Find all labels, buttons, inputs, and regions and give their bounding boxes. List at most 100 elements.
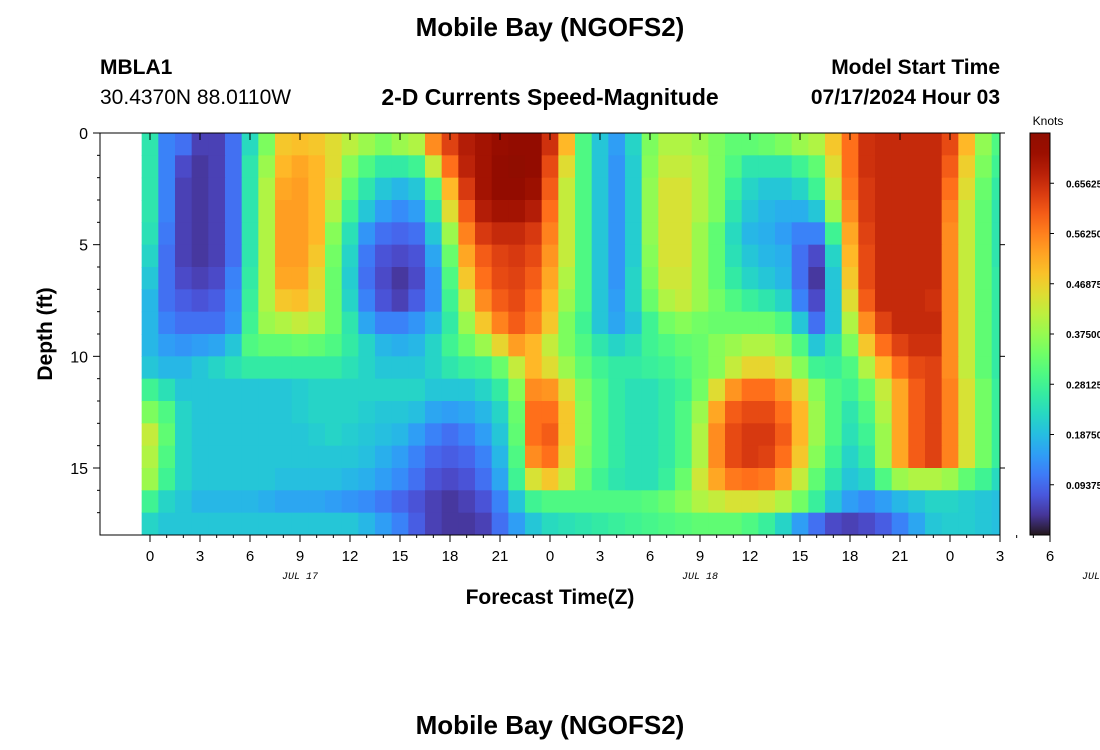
heatmap-cell [325, 289, 343, 313]
heatmap-cell [508, 133, 526, 156]
x-tick-label: 9 [696, 548, 704, 565]
heatmap-cell [391, 401, 409, 424]
heatmap-cell [258, 289, 276, 313]
heatmap-cell [808, 244, 826, 268]
heatmap-cell [208, 155, 226, 179]
heatmap-cell [891, 222, 909, 246]
heatmap-cell [825, 133, 843, 156]
heatmap-cell [475, 512, 493, 535]
heatmap-cell [191, 401, 209, 424]
heatmap-cell [558, 177, 576, 201]
heatmap-cell [875, 423, 893, 447]
heatmap-cell [658, 133, 676, 156]
heatmap-cell [558, 222, 576, 246]
heatmap-cell [491, 401, 509, 424]
heatmap-cell [475, 267, 493, 290]
heatmap-cell [258, 200, 276, 223]
heatmap-cell [841, 267, 859, 290]
heatmap-cell [691, 311, 709, 335]
heatmap-cell [275, 177, 293, 201]
heatmap-cell [625, 222, 643, 246]
heatmap-cell [1008, 513, 1025, 536]
heatmap-cell [625, 267, 643, 290]
heatmap-cell [341, 133, 359, 156]
heatmap-cell [525, 133, 543, 156]
heatmap-cell [891, 512, 909, 535]
heatmap-cell [991, 378, 1000, 402]
heatmap-cell [725, 423, 743, 447]
heatmap-cell [308, 267, 326, 290]
heatmap-cell [741, 356, 759, 380]
y-tick-label: 10 [70, 349, 88, 366]
heatmap-cell [975, 423, 993, 447]
heatmap-cell [408, 311, 426, 335]
heatmap-cell [208, 356, 226, 380]
heatmap-cell [758, 512, 776, 535]
heatmap-cell [791, 490, 809, 514]
heatmap-cell [808, 334, 826, 357]
heatmap-cell [841, 423, 859, 447]
heatmap-cell [141, 155, 159, 179]
heatmap-cell [991, 468, 1000, 491]
heatmap-cell [158, 177, 176, 201]
heatmap-cell [758, 445, 776, 469]
heatmap-cell [941, 267, 959, 290]
heatmap-cell [825, 334, 843, 357]
heatmap-cell [358, 356, 376, 380]
heatmap-cell [708, 401, 726, 424]
heatmap-cell [175, 445, 193, 469]
heatmap-cell [825, 468, 843, 491]
heatmap-cell [241, 311, 259, 335]
heatmap-cell [975, 177, 993, 201]
heatmap-cell [325, 155, 343, 179]
heatmap-cell [225, 378, 243, 402]
heatmap-cell [208, 244, 226, 268]
heatmap-cell [508, 378, 526, 402]
heatmap-cell [608, 468, 626, 491]
heatmap-cell [441, 244, 459, 268]
heatmap-cell [508, 356, 526, 380]
heatmap-cell [225, 423, 243, 447]
heatmap-cell [875, 155, 893, 179]
heatmap-cell [341, 267, 359, 290]
heatmap-cell [791, 289, 809, 313]
heatmap-cell [191, 356, 209, 380]
heatmap-cell [691, 267, 709, 290]
heatmap-cell [708, 289, 726, 313]
heatmap-cell [508, 468, 526, 491]
heatmap-cell [291, 490, 309, 514]
heatmap-cell [958, 289, 976, 313]
heatmap-cell [991, 289, 1000, 313]
heatmap-cell [341, 445, 359, 469]
heatmap-cell [358, 177, 376, 201]
heatmap-cell [141, 289, 159, 313]
heatmap-cell [741, 490, 759, 514]
heatmap-cell [808, 490, 826, 514]
x-tick-label: 12 [342, 548, 359, 565]
heatmap-cell [608, 267, 626, 290]
heatmap-cell [541, 401, 559, 424]
heatmap-cell [158, 222, 176, 246]
heatmap-cell [908, 267, 926, 290]
heatmap-cell [308, 512, 326, 535]
heatmap-cell [1008, 133, 1025, 156]
heatmap-cell [591, 311, 609, 335]
heatmap-cell [575, 200, 593, 223]
heatmap-cell [741, 289, 759, 313]
heatmap-cell [308, 222, 326, 246]
heatmap-cell [591, 222, 609, 246]
heatmap-cell [708, 512, 726, 535]
heatmap-cell [625, 468, 643, 491]
heatmap-cell [725, 401, 743, 424]
heatmap-cell [291, 289, 309, 313]
heatmap-cell [608, 490, 626, 514]
heatmap-cell [491, 133, 509, 156]
heatmap-cell [308, 200, 326, 223]
heatmap-cell [558, 356, 576, 380]
heatmap-cell [991, 177, 1000, 201]
heatmap-cell [358, 267, 376, 290]
heatmap-cell [541, 289, 559, 313]
heatmap-cell [858, 334, 876, 357]
heatmap-cell [891, 200, 909, 223]
heatmap-cell [941, 356, 959, 380]
